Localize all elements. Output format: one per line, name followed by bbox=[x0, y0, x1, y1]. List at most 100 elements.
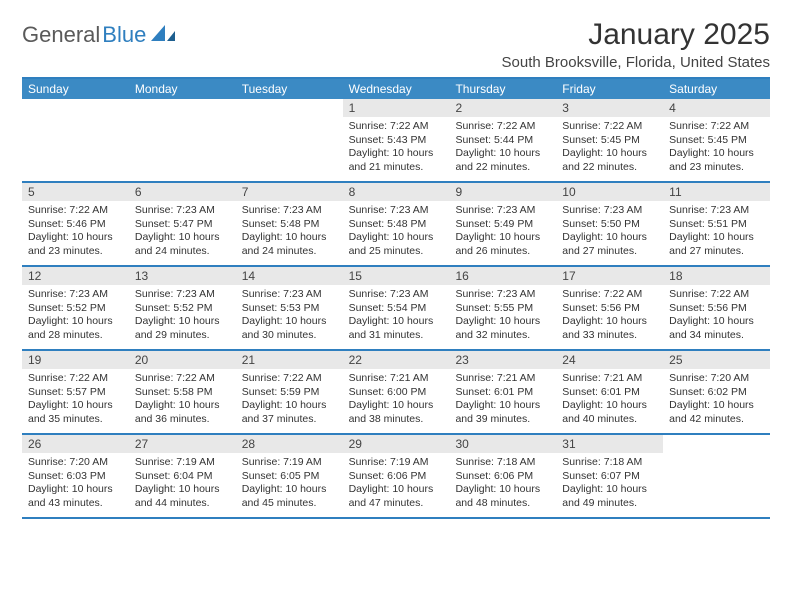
day-header: Saturday bbox=[663, 79, 770, 99]
day-header: Monday bbox=[129, 79, 236, 99]
day-content: Sunrise: 7:19 AMSunset: 6:04 PMDaylight:… bbox=[129, 453, 236, 515]
day-content: Sunrise: 7:23 AMSunset: 5:51 PMDaylight:… bbox=[663, 201, 770, 263]
day-content bbox=[663, 453, 770, 460]
day-number: 21 bbox=[236, 351, 343, 369]
day-info-line: and 43 minutes. bbox=[28, 497, 123, 511]
day-cell: 25Sunrise: 7:20 AMSunset: 6:02 PMDayligh… bbox=[663, 351, 770, 433]
day-info-line: Sunset: 5:58 PM bbox=[135, 386, 230, 400]
day-info-line: Daylight: 10 hours bbox=[242, 231, 337, 245]
day-info-line: Sunset: 6:06 PM bbox=[349, 470, 444, 484]
day-cell: 12Sunrise: 7:23 AMSunset: 5:52 PMDayligh… bbox=[22, 267, 129, 349]
day-info-line: and 27 minutes. bbox=[669, 245, 764, 259]
day-content: Sunrise: 7:23 AMSunset: 5:50 PMDaylight:… bbox=[556, 201, 663, 263]
day-info-line: Sunrise: 7:23 AM bbox=[135, 288, 230, 302]
day-info-line: and 38 minutes. bbox=[349, 413, 444, 427]
day-info-line: and 40 minutes. bbox=[562, 413, 657, 427]
logo-word-1: General bbox=[22, 22, 100, 48]
day-info-line: and 31 minutes. bbox=[349, 329, 444, 343]
day-cell: 18Sunrise: 7:22 AMSunset: 5:56 PMDayligh… bbox=[663, 267, 770, 349]
day-info-line: Sunrise: 7:23 AM bbox=[242, 288, 337, 302]
day-content: Sunrise: 7:21 AMSunset: 6:01 PMDaylight:… bbox=[556, 369, 663, 431]
day-info-line: Sunset: 5:48 PM bbox=[349, 218, 444, 232]
day-info-line: Sunset: 6:05 PM bbox=[242, 470, 337, 484]
day-number: 25 bbox=[663, 351, 770, 369]
day-info-line: Sunrise: 7:22 AM bbox=[135, 372, 230, 386]
day-info-line: Daylight: 10 hours bbox=[669, 315, 764, 329]
day-info-line: Sunrise: 7:22 AM bbox=[562, 120, 657, 134]
day-info-line: Daylight: 10 hours bbox=[562, 231, 657, 245]
day-info-line: Sunset: 6:06 PM bbox=[455, 470, 550, 484]
day-number: 3 bbox=[556, 99, 663, 117]
day-info-line: Sunset: 6:01 PM bbox=[455, 386, 550, 400]
day-info-line: and 36 minutes. bbox=[135, 413, 230, 427]
day-content: Sunrise: 7:22 AMSunset: 5:43 PMDaylight:… bbox=[343, 117, 450, 179]
day-info-line: Sunset: 6:00 PM bbox=[349, 386, 444, 400]
day-content: Sunrise: 7:19 AMSunset: 6:05 PMDaylight:… bbox=[236, 453, 343, 515]
day-info-line: Daylight: 10 hours bbox=[455, 231, 550, 245]
day-info-line: and 27 minutes. bbox=[562, 245, 657, 259]
day-info-line: Daylight: 10 hours bbox=[669, 399, 764, 413]
calendar-header-row: SundayMondayTuesdayWednesdayThursdayFrid… bbox=[22, 79, 770, 99]
day-info-line: Daylight: 10 hours bbox=[455, 147, 550, 161]
day-info-line: Daylight: 10 hours bbox=[135, 315, 230, 329]
day-number: 31 bbox=[556, 435, 663, 453]
day-info-line: Sunset: 5:47 PM bbox=[135, 218, 230, 232]
day-content: Sunrise: 7:21 AMSunset: 6:00 PMDaylight:… bbox=[343, 369, 450, 431]
day-info-line: Sunrise: 7:23 AM bbox=[669, 204, 764, 218]
logo-sail-icon bbox=[151, 23, 177, 48]
day-info-line: Sunset: 5:49 PM bbox=[455, 218, 550, 232]
day-cell bbox=[129, 99, 236, 181]
day-info-line: Sunset: 5:46 PM bbox=[28, 218, 123, 232]
day-info-line: Daylight: 10 hours bbox=[349, 483, 444, 497]
day-info-line: Sunset: 5:55 PM bbox=[455, 302, 550, 316]
day-cell: 19Sunrise: 7:22 AMSunset: 5:57 PMDayligh… bbox=[22, 351, 129, 433]
day-info-line: and 22 minutes. bbox=[455, 161, 550, 175]
day-info-line: Sunset: 5:43 PM bbox=[349, 134, 444, 148]
day-info-line: Daylight: 10 hours bbox=[562, 147, 657, 161]
day-cell: 28Sunrise: 7:19 AMSunset: 6:05 PMDayligh… bbox=[236, 435, 343, 517]
day-number: 12 bbox=[22, 267, 129, 285]
day-info-line: Daylight: 10 hours bbox=[669, 231, 764, 245]
empty-day-number bbox=[129, 99, 236, 117]
day-cell: 16Sunrise: 7:23 AMSunset: 5:55 PMDayligh… bbox=[449, 267, 556, 349]
day-info-line: Sunrise: 7:19 AM bbox=[349, 456, 444, 470]
day-info-line: Sunset: 5:48 PM bbox=[242, 218, 337, 232]
day-number: 17 bbox=[556, 267, 663, 285]
day-cell: 11Sunrise: 7:23 AMSunset: 5:51 PMDayligh… bbox=[663, 183, 770, 265]
day-info-line: Daylight: 10 hours bbox=[562, 399, 657, 413]
day-content: Sunrise: 7:19 AMSunset: 6:06 PMDaylight:… bbox=[343, 453, 450, 515]
day-content: Sunrise: 7:20 AMSunset: 6:03 PMDaylight:… bbox=[22, 453, 129, 515]
day-info-line: and 42 minutes. bbox=[669, 413, 764, 427]
day-content: Sunrise: 7:18 AMSunset: 6:07 PMDaylight:… bbox=[556, 453, 663, 515]
day-content bbox=[22, 117, 129, 124]
day-content: Sunrise: 7:22 AMSunset: 5:56 PMDaylight:… bbox=[556, 285, 663, 347]
day-cell: 8Sunrise: 7:23 AMSunset: 5:48 PMDaylight… bbox=[343, 183, 450, 265]
day-info-line: Sunset: 5:45 PM bbox=[669, 134, 764, 148]
day-info-line: and 22 minutes. bbox=[562, 161, 657, 175]
day-number: 18 bbox=[663, 267, 770, 285]
day-info-line: Sunrise: 7:22 AM bbox=[28, 372, 123, 386]
day-number: 20 bbox=[129, 351, 236, 369]
week-row: 26Sunrise: 7:20 AMSunset: 6:03 PMDayligh… bbox=[22, 435, 770, 519]
day-cell bbox=[236, 99, 343, 181]
day-info-line: Sunset: 6:07 PM bbox=[562, 470, 657, 484]
day-content: Sunrise: 7:23 AMSunset: 5:52 PMDaylight:… bbox=[22, 285, 129, 347]
day-info-line: Sunset: 5:53 PM bbox=[242, 302, 337, 316]
day-info-line: Sunrise: 7:23 AM bbox=[349, 204, 444, 218]
day-header: Sunday bbox=[22, 79, 129, 99]
day-info-line: Sunrise: 7:23 AM bbox=[455, 204, 550, 218]
title-block: January 2025 South Brooksville, Florida,… bbox=[502, 18, 770, 71]
day-info-line: Sunset: 5:59 PM bbox=[242, 386, 337, 400]
day-content: Sunrise: 7:22 AMSunset: 5:45 PMDaylight:… bbox=[663, 117, 770, 179]
day-header: Tuesday bbox=[236, 79, 343, 99]
day-number: 9 bbox=[449, 183, 556, 201]
day-info-line: and 23 minutes. bbox=[28, 245, 123, 259]
day-content: Sunrise: 7:23 AMSunset: 5:55 PMDaylight:… bbox=[449, 285, 556, 347]
day-number: 1 bbox=[343, 99, 450, 117]
day-cell: 31Sunrise: 7:18 AMSunset: 6:07 PMDayligh… bbox=[556, 435, 663, 517]
day-info-line: and 44 minutes. bbox=[135, 497, 230, 511]
day-number: 26 bbox=[22, 435, 129, 453]
day-cell: 10Sunrise: 7:23 AMSunset: 5:50 PMDayligh… bbox=[556, 183, 663, 265]
day-info-line: and 26 minutes. bbox=[455, 245, 550, 259]
day-content: Sunrise: 7:20 AMSunset: 6:02 PMDaylight:… bbox=[663, 369, 770, 431]
